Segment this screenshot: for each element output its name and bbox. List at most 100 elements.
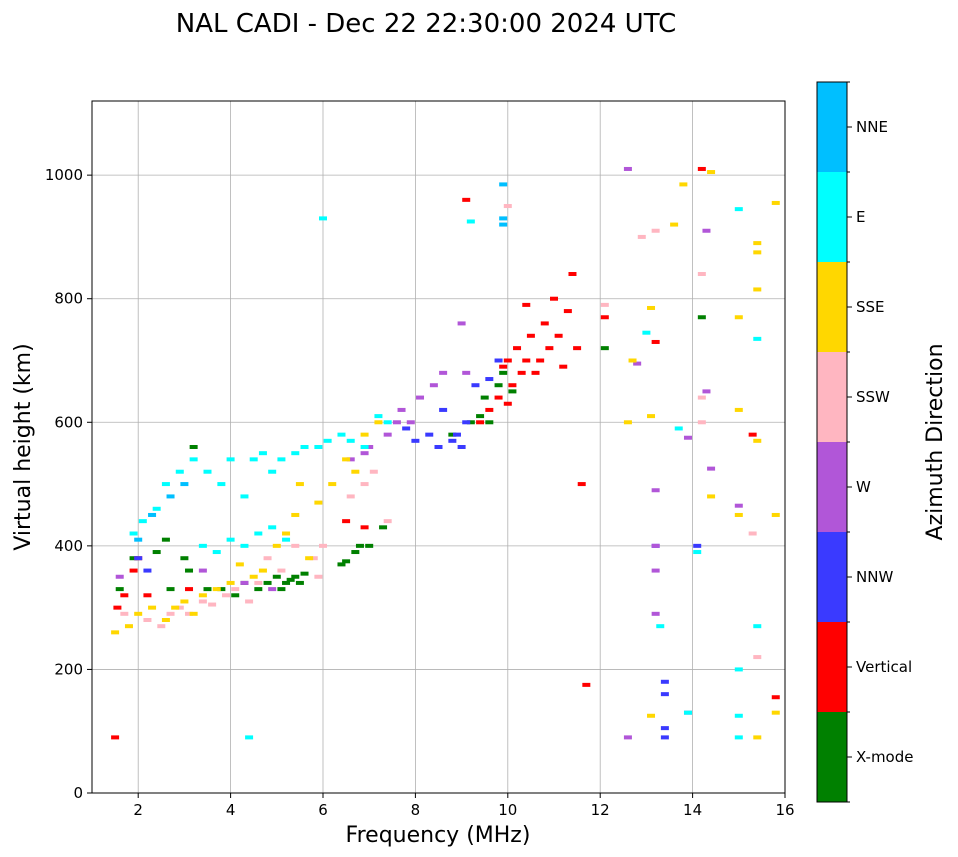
- data-point: [143, 593, 152, 598]
- data-point: [734, 512, 743, 517]
- data-point: [485, 420, 494, 425]
- data-point: [406, 420, 415, 425]
- data-point: [148, 605, 157, 610]
- colorbar-segment: [817, 712, 847, 802]
- data-point: [272, 543, 281, 548]
- data-point: [582, 682, 591, 687]
- data-point: [134, 556, 143, 561]
- colorbar-segment: [817, 262, 847, 352]
- data-point: [254, 580, 263, 585]
- data-point: [559, 364, 568, 369]
- data-point: [240, 580, 249, 585]
- data-point: [536, 358, 545, 363]
- data-point: [462, 197, 471, 202]
- series-e: [129, 207, 762, 740]
- data-point: [152, 506, 161, 511]
- data-point: [637, 234, 646, 239]
- data-point: [369, 469, 378, 474]
- data-point: [623, 735, 632, 740]
- data-point: [291, 543, 300, 548]
- data-point: [157, 624, 166, 629]
- data-point: [268, 469, 277, 474]
- data-point: [226, 537, 235, 542]
- data-point: [286, 577, 295, 582]
- data-point: [180, 482, 189, 487]
- colorbar-label: Azimuth Direction: [923, 343, 948, 540]
- data-point: [753, 250, 762, 255]
- data-point: [263, 580, 272, 585]
- data-point: [111, 735, 120, 740]
- data-point: [600, 315, 609, 320]
- data-point: [499, 364, 508, 369]
- data-point: [314, 500, 323, 505]
- data-point: [203, 469, 212, 474]
- chart-title: NAL CADI - Dec 22 22:30:00 2024 UTC: [176, 9, 676, 39]
- data-point: [166, 611, 175, 616]
- data-point: [522, 358, 531, 363]
- data-point: [360, 432, 369, 437]
- data-point: [554, 333, 563, 338]
- data-point: [360, 445, 369, 449]
- data-point: [258, 451, 267, 456]
- data-point: [462, 370, 471, 375]
- data-point: [254, 587, 263, 592]
- colorbar-tick-label: NNE: [856, 118, 888, 136]
- data-point: [129, 556, 138, 561]
- data-point: [734, 407, 743, 412]
- series-w: [115, 166, 743, 740]
- data-point: [291, 574, 300, 579]
- data-point: [198, 568, 207, 573]
- data-point: [277, 587, 286, 592]
- data-point: [226, 457, 235, 462]
- data-point: [217, 482, 226, 487]
- data-point: [771, 512, 780, 517]
- x-tick-label: 6: [318, 801, 328, 819]
- data-point: [346, 457, 355, 462]
- data-point: [268, 587, 277, 592]
- data-point: [545, 346, 554, 351]
- data-point: [651, 339, 660, 344]
- data-point: [226, 580, 235, 585]
- data-point: [365, 543, 374, 548]
- data-point: [319, 216, 327, 221]
- data-point: [674, 426, 683, 431]
- data-point: [707, 466, 716, 471]
- data-point: [494, 383, 503, 388]
- data-point: [180, 599, 189, 604]
- data-point: [258, 568, 267, 573]
- data-point: [651, 568, 660, 573]
- colorbar: X-mode Vertical NNW W SSW SSE E NNE: [816, 81, 913, 803]
- data-point: [466, 420, 475, 425]
- data-point: [268, 525, 277, 530]
- series-ssw: [120, 204, 762, 660]
- data-point: [161, 618, 170, 622]
- data-point: [623, 420, 632, 425]
- data-point: [337, 432, 346, 437]
- data-point: [697, 420, 706, 425]
- data-point: [771, 695, 780, 700]
- colorbar-tick-label: X-mode: [856, 748, 913, 766]
- data-point: [411, 438, 420, 443]
- data-point: [291, 512, 300, 517]
- data-point: [185, 587, 194, 592]
- data-point: [526, 333, 535, 338]
- data-point: [328, 482, 337, 487]
- data-point: [522, 302, 531, 307]
- data-point: [323, 438, 332, 443]
- colorbar-tick-label: W: [856, 478, 871, 496]
- data-point: [471, 383, 480, 388]
- data-point: [175, 605, 184, 610]
- data-point: [198, 593, 207, 598]
- data-point: [647, 414, 656, 419]
- data-point: [753, 438, 762, 443]
- data-point: [185, 568, 194, 573]
- data-point: [748, 531, 757, 536]
- data-point: [429, 383, 438, 388]
- data-point: [295, 580, 304, 585]
- series-nne: [134, 182, 508, 542]
- data-point: [647, 713, 656, 718]
- data-point: [568, 272, 577, 276]
- data-point: [346, 438, 355, 443]
- data-point: [573, 346, 582, 351]
- data-point: [697, 315, 706, 320]
